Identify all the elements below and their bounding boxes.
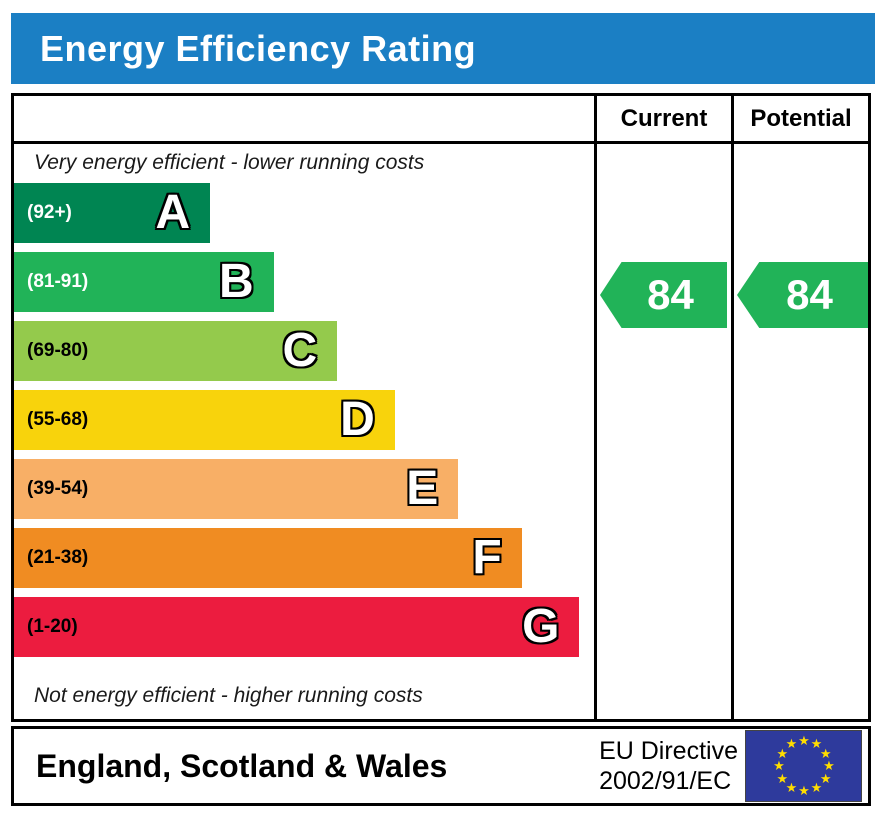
eu-directive-label: EU Directive 2002/91/EC bbox=[599, 729, 738, 803]
region-label: England, Scotland & Wales bbox=[36, 747, 448, 784]
band-letter: E bbox=[406, 462, 439, 515]
band-letter: D bbox=[340, 393, 375, 446]
band-range-label: (69-80) bbox=[27, 340, 89, 361]
band-range-label: (81-91) bbox=[27, 271, 89, 292]
band-letter: A bbox=[155, 186, 191, 239]
top-note: Very energy efficient - lower running co… bbox=[34, 151, 425, 174]
eu-flag-star-icon: ★ bbox=[773, 758, 785, 773]
band-range-label: (1-20) bbox=[27, 616, 78, 637]
band-range-label: (39-54) bbox=[27, 478, 89, 499]
footer: England, Scotland & Wales EU Directive 2… bbox=[11, 726, 871, 806]
band-letter: B bbox=[218, 255, 254, 308]
eu-flag-star-icon: ★ bbox=[776, 770, 789, 786]
bottom-note: Not energy efficient - higher running co… bbox=[34, 684, 423, 707]
header-divider bbox=[14, 141, 868, 144]
band-letter: G bbox=[522, 600, 560, 653]
rating-band: (1-20) G bbox=[14, 597, 580, 657]
rating-band: (69-80) C bbox=[14, 321, 338, 381]
rating-band: (92+) A bbox=[14, 183, 211, 243]
eu-flag-star-icon: ★ bbox=[798, 783, 810, 798]
eu-flag-star-icon: ★ bbox=[823, 758, 835, 773]
eu-directive-line1: EU Directive bbox=[599, 737, 738, 765]
potential-rating-value: 84 bbox=[786, 271, 833, 318]
band-letter: C bbox=[282, 324, 318, 377]
rating-band: (55-68) D bbox=[14, 390, 395, 450]
eu-flag-star-icon: ★ bbox=[798, 733, 810, 748]
eu-flag-star-icon: ★ bbox=[819, 745, 832, 761]
column-header-potential: Potential bbox=[750, 104, 852, 132]
potential-rating-arrow: 84 bbox=[737, 262, 868, 328]
current-rating-arrow: 84 bbox=[600, 262, 727, 328]
column-divider-potential bbox=[731, 96, 734, 719]
banner: Energy Efficiency Rating bbox=[11, 13, 875, 84]
rating-chart: Current Potential Very energy efficient … bbox=[11, 93, 871, 722]
eu-flag-star-icon: ★ bbox=[776, 745, 789, 761]
eu-flag-star-icon: ★ bbox=[785, 736, 798, 752]
band-range-label: (55-68) bbox=[27, 409, 89, 430]
current-rating-value: 84 bbox=[647, 271, 694, 318]
band-range-label: (21-38) bbox=[27, 547, 89, 568]
eu-flag-star-icon: ★ bbox=[819, 770, 832, 786]
band-range-label: (92+) bbox=[27, 202, 72, 223]
eu-directive-line2: 2002/91/EC bbox=[599, 767, 732, 795]
eu-flag: ★ ★ ★ ★ ★ ★ ★ ★ ★ ★ ★ ★ bbox=[745, 730, 862, 802]
rating-band: (39-54) E bbox=[14, 459, 459, 519]
eu-flag-star-icon: ★ bbox=[810, 779, 823, 795]
rating-band: (21-38) F bbox=[14, 528, 522, 588]
bands: (92+) A (81-91) B (69-80) C (55-68) D (3… bbox=[14, 183, 591, 666]
column-header-current: Current bbox=[620, 104, 708, 132]
rating-band: (81-91) B bbox=[14, 252, 274, 312]
band-letter: F bbox=[472, 531, 502, 584]
column-divider-current bbox=[594, 96, 597, 719]
page-title: Energy Efficiency Rating bbox=[40, 27, 477, 69]
eu-flag-star-icon: ★ bbox=[810, 736, 823, 752]
eu-flag-star-icon: ★ bbox=[785, 779, 798, 795]
